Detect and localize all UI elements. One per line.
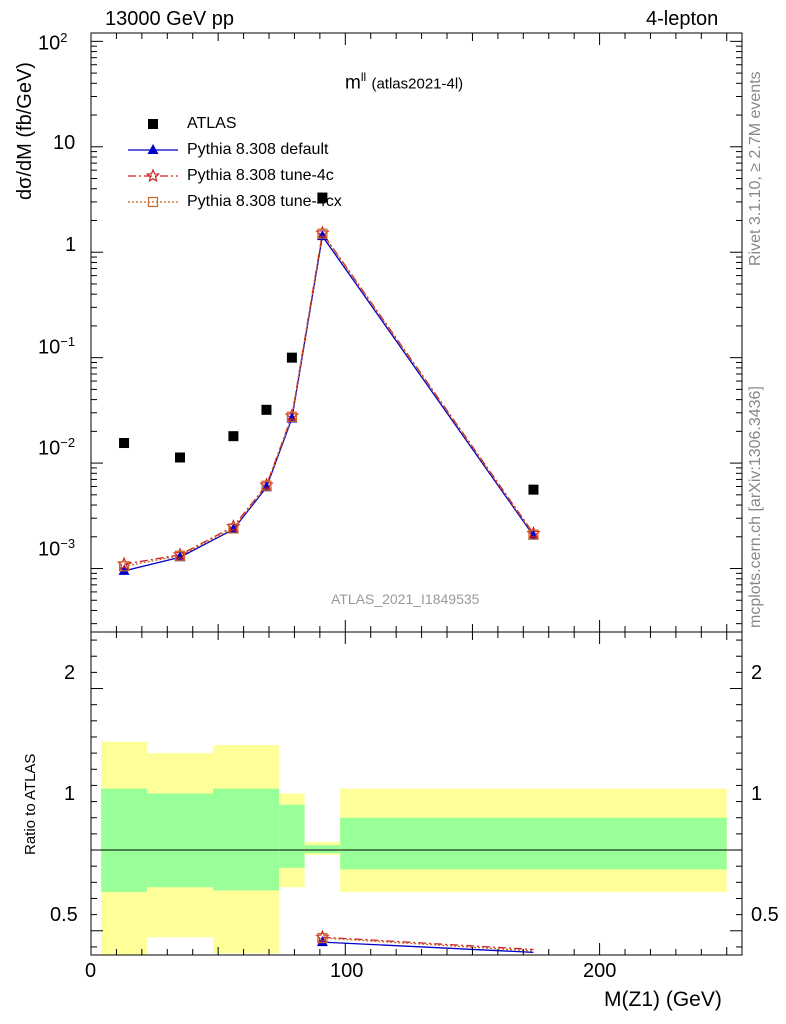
ratio-band-green [279, 804, 305, 868]
ratio-frame [90, 631, 743, 956]
ratio-ytick-label-right: 0.5 [751, 904, 779, 926]
data-point [317, 228, 328, 239]
ratio-band-green [101, 788, 147, 893]
xtick-label: 200 [583, 960, 617, 982]
header-left: 13000 GeV pp [105, 8, 234, 30]
legend-marker [147, 144, 159, 154]
data-point [228, 523, 239, 534]
ratio-ytick-label: 1 [64, 783, 76, 805]
mcplots-label: mcplots.cern.ch [arXiv:1306.3436] [747, 386, 764, 628]
analysis-watermark: ATLAS_2021_I1849535 [331, 591, 480, 607]
data-point [118, 561, 130, 572]
panel-frames [90, 32, 743, 956]
plot-title-sup: ll [360, 70, 367, 84]
header-right: 4-lepton [646, 8, 719, 30]
xtick-label: 100 [330, 960, 364, 982]
ytick-label: 1 [65, 234, 77, 256]
ratio-band-green [213, 788, 280, 891]
ratio-band-green [304, 845, 341, 854]
data-point [175, 452, 186, 463]
data-point [317, 192, 328, 203]
plot-title-sub: (atlas2021-4l) [371, 75, 464, 93]
data-point [228, 431, 239, 442]
legend-marker [147, 196, 159, 208]
ratio-ytick-label: 2 [64, 662, 76, 684]
series-line [123, 231, 535, 565]
ratio-data-point [316, 936, 328, 947]
legend-label-tune4c: Pythia 8.308 tune-4c [187, 167, 334, 184]
ytick-label: 10−3 [38, 536, 76, 561]
ratio-band-green [340, 817, 727, 870]
legend-label-atlas: ATLAS [187, 115, 237, 132]
legend-marker [148, 119, 158, 129]
data-point [286, 352, 297, 363]
ytick-label: 10−1 [38, 334, 76, 359]
rivet-label: Rivet 3.1.10, ≥ 2.7M events [747, 71, 764, 266]
data-point [174, 550, 186, 561]
legend-label-tune4cx: Pythia 8.308 tune-4cx [187, 193, 342, 210]
ratio-series-line [322, 937, 534, 952]
data-point [528, 484, 539, 495]
legend-label-default: Pythia 8.308 default [187, 141, 329, 158]
legend-marker [145, 168, 161, 183]
ratio-ytick-label: 0.5 [50, 904, 78, 926]
ratio-band-green [146, 793, 214, 888]
ratio-series-group [322, 936, 534, 954]
ytick-label: 10 [53, 132, 76, 154]
ratio-series-line [322, 936, 534, 951]
data-point [528, 529, 539, 540]
xtick-label: 0 [85, 960, 97, 982]
ratio-ytick-label-right: 2 [751, 662, 763, 684]
ratio-ytick-label-right: 1 [751, 783, 763, 805]
ratio-ylabel: Ratio to ATLAS [22, 753, 39, 855]
series-line [123, 234, 535, 572]
data-point [261, 480, 272, 491]
data-point [119, 438, 130, 449]
data-point [118, 564, 130, 575]
plot-title-main: m [345, 72, 361, 94]
main-ylabel: dσ/dM (fb/GeV) [14, 62, 36, 200]
data-point [261, 404, 272, 415]
xlabel: M(Z1) (GeV) [604, 988, 722, 1011]
ratio-data-point [317, 932, 328, 944]
data-point [286, 411, 297, 422]
ratio-panel [91, 741, 742, 955]
series-line [123, 232, 535, 567]
ytick-label: 102 [38, 30, 68, 55]
plot-title: mll (atlas2021-4l) [345, 70, 463, 94]
ytick-label: 10−2 [38, 435, 76, 460]
